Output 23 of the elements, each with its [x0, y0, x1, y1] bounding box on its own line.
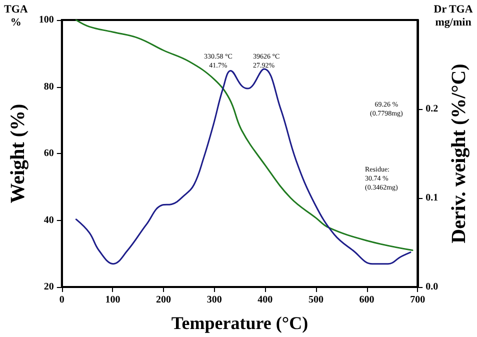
x-tick-label: 300: [206, 294, 222, 306]
x-tick-label: 700: [410, 294, 426, 306]
y2-axis-title: Deriv. weight (%/°C): [448, 64, 470, 244]
line-series: [75, 68, 412, 265]
x-tick-label: 0: [59, 294, 64, 306]
y-tick-label: 20: [44, 282, 54, 292]
y-tick-label: 80: [44, 81, 54, 92]
x-tick-label: 600: [359, 294, 374, 306]
text: Dr TGA mg/min: [434, 4, 473, 28]
y-axis-title: Weight (%): [7, 104, 29, 204]
y-tick-label: 100: [38, 14, 54, 26]
y2-tick-label: 0.0: [426, 282, 438, 292]
y-tick-label: 60: [44, 148, 54, 159]
y2-tick-label: 0.1: [426, 192, 438, 204]
y-tick-label: 40: [44, 214, 54, 226]
line-series: [75, 19, 414, 252]
text: TGA %: [4, 4, 28, 28]
x-tick-label: 200: [156, 294, 172, 306]
x-tick-label: 400: [258, 294, 273, 306]
x-axis-title: Temperature (°C): [171, 313, 308, 333]
y2-tick-label: 0.2: [426, 104, 438, 114]
x-tick-label: 500: [308, 294, 324, 306]
x-tick-label: 100: [105, 294, 120, 306]
